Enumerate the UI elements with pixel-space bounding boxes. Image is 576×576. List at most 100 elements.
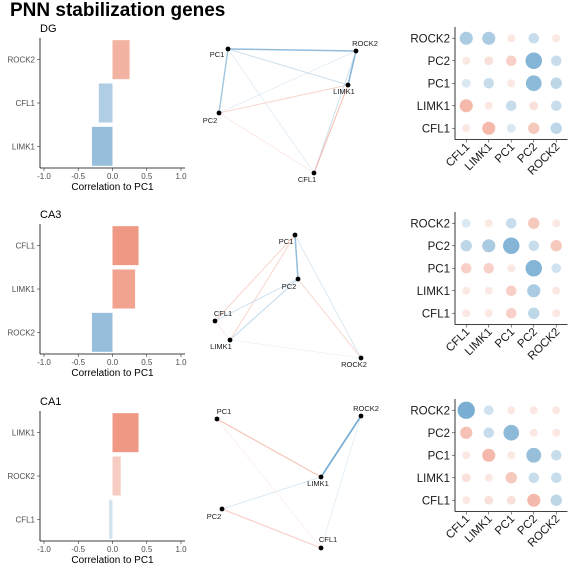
mat-ca1-cell-pc1-rock2: [550, 449, 562, 461]
mat-ca1-cell-pc2-limk1: [483, 427, 495, 439]
mat-ca1-cell-cfl1-rock2: [550, 494, 562, 506]
bar-dg-xticklabel-4: 1.0: [175, 172, 187, 181]
mat-dg-row-label-limk1: LIMK1: [417, 101, 450, 113]
net-ca3-edge-pc1-cfl1: [214, 234, 296, 322]
net-dg-edge-limk1-cfl1: [313, 84, 349, 174]
mat-ca1-cell-cfl1-pc1: [506, 495, 516, 505]
mat-ca3-cell-pc2-cfl1: [460, 240, 472, 252]
bar-dg-ylabel-limk1: LIMK1: [12, 142, 36, 151]
bar-dg-x-title: Correlation to PC1: [71, 182, 154, 193]
panel-ca3: CA3 ROCK2 LIMK1 CFL1 -1.0 -0.5 0.0 0.5 1.0 Corre…: [7, 209, 568, 379]
net-dg-edge-pc2-limk1: [218, 84, 349, 114]
net-dg-edge-pc2-cfl1: [218, 112, 315, 174]
bar-ca1-x-title: Correlation to PC1: [71, 555, 154, 566]
mat-dg-cell-limk1-limk1: [484, 101, 493, 110]
bar-chart-ca3: ROCK2 LIMK1 CFL1 -1.0 -0.5 0.0 0.5 1.0 Correlati…: [7, 224, 187, 379]
net-dg-edge-rock2-limk1: [347, 50, 357, 86]
bar-ca3-x-title: Correlation to PC1: [71, 368, 154, 379]
bar-ca3-ylabel-limk1: LIMK1: [12, 285, 36, 294]
mat-ca1-row-label-pc2: PC2: [428, 428, 450, 440]
net-dg-edge-pc1-pc2: [218, 48, 229, 114]
mat-dg-cell-pc1-limk1: [483, 77, 495, 89]
bar-dg-ylabel-cfl1: CFL1: [15, 99, 35, 108]
mat-dg-cell-pc1-rock2: [550, 77, 562, 89]
mat-ca1-cell-rock2-cfl1: [457, 401, 475, 419]
panel-label-ca3: CA3: [40, 209, 61, 221]
mat-dg-row-label-rock2: ROCK2: [410, 33, 450, 45]
mat-dg-cell-cfl1-limk1: [482, 121, 496, 135]
net-ca3-node-label-limk1: LIMK1: [210, 342, 232, 351]
net-dg-edge-rock2-cfl1: [313, 50, 357, 174]
net-dg-node-label-pc2: PC2: [203, 116, 218, 125]
mat-ca1-cell-rock2-limk1: [483, 405, 494, 416]
mat-ca3-col-label-pc1: PC1: [493, 326, 517, 350]
mat-ca1-row-label-cfl1: CFL1: [422, 495, 450, 507]
bar-ca3-xticklabel-0: -1.0: [37, 358, 51, 367]
mat-dg-cell-rock2-cfl1: [459, 31, 473, 45]
bar-ca1-ylabel-limk1: LIMK1: [12, 429, 36, 438]
mat-ca1-cell-cfl1-cfl1: [462, 496, 471, 505]
mat-dg-cell-pc1-pc1: [507, 79, 516, 88]
mat-ca3-cell-cfl1-pc1: [505, 307, 517, 319]
mat-ca3-cell-cfl1-rock2: [552, 309, 561, 318]
net-ca3-edge-pc2-limk1: [229, 278, 299, 341]
bar-ca1-xticklabel-3: 0.5: [141, 545, 153, 554]
bar-ca3-xticklabel-2: 0.0: [107, 358, 119, 367]
net-ca3-node-rock2: [358, 355, 364, 361]
net-ca3-edge-pc2-cfl1: [214, 278, 299, 322]
bar-dg-xticklabel-3: 0.5: [141, 172, 153, 181]
net-ca3-node-pc2: [295, 276, 301, 282]
mat-dg-cell-pc1-pc2: [525, 75, 542, 92]
bar-dg-bar-limk1: [91, 126, 113, 166]
bar-ca1-ylabel-rock2: ROCK2: [7, 472, 35, 481]
net-ca3-node-limk1: [227, 337, 233, 343]
net-ca3-node-cfl1: [212, 318, 218, 324]
mat-ca1-cell-pc2-cfl1: [460, 426, 473, 439]
mat-ca3-cell-limk1-cfl1: [462, 286, 471, 295]
net-ca1-edge-rock2-cfl1: [320, 415, 362, 549]
mat-ca3-cell-pc2-limk1: [482, 239, 496, 253]
bar-dg-xticklabel-0: -1.0: [37, 172, 51, 181]
mat-dg-cell-pc2-pc1: [505, 55, 517, 67]
mat-ca1-cell-pc2-pc2: [529, 428, 538, 437]
mat-ca3-cell-rock2-rock2: [552, 219, 561, 228]
net-ca1-node-label-limk1: LIMK1: [307, 479, 329, 488]
mat-ca1-cell-cfl1-limk1: [484, 495, 494, 505]
bar-ca1-xticklabel-0: -1.0: [37, 545, 51, 554]
net-ca1-edge-rock2-limk1: [320, 415, 362, 478]
net-ca1-edge-pc2-cfl1: [221, 508, 322, 549]
bar-ca3-ylabel-cfl1: CFL1: [15, 242, 35, 251]
net-dg-node-cfl1: [311, 170, 317, 176]
net-ca1-node-label-rock2: ROCK2: [353, 404, 379, 413]
network-dg: PC1 ROCK2 LIMK1 CFL1 PC2: [203, 39, 378, 184]
net-dg-node-pc1: [225, 46, 231, 52]
net-dg-node-pc2: [216, 110, 222, 116]
net-ca3-edge-limk1-cfl1: [214, 320, 231, 341]
network-ca1: PC1 ROCK2 LIMK1 PC2 CFL1: [207, 404, 379, 551]
net-ca1-node-label-pc1: PC1: [217, 407, 232, 416]
net-dg-node-rock2: [353, 48, 359, 54]
mat-ca1-cell-limk1-rock2: [550, 472, 562, 484]
mat-dg-row-label-cfl1: CFL1: [422, 123, 450, 135]
net-ca1-node-rock2: [358, 413, 364, 419]
net-ca3-edge-limk1-rock2: [229, 339, 362, 359]
bar-ca3-bar-cfl1: [112, 226, 139, 266]
mat-ca3-cell-cfl1-cfl1: [462, 309, 471, 318]
bar-ca1-xticklabel-2: 0.0: [107, 545, 119, 554]
mat-ca1-cell-rock2-rock2: [552, 406, 561, 415]
mat-dg-cell-limk1-pc2: [529, 101, 539, 111]
mat-ca3-cell-cfl1-pc2: [528, 307, 540, 319]
mat-dg-cell-cfl1-pc1: [506, 123, 516, 133]
net-ca1-edge-pc1-limk1: [216, 418, 322, 478]
mat-ca3-cell-pc1-rock2: [551, 263, 562, 274]
mat-ca3-cell-limk1-limk1: [484, 286, 493, 295]
mat-ca1-cell-limk1-limk1: [484, 473, 493, 482]
mat-ca1-cell-pc2-rock2: [552, 428, 561, 437]
mat-ca3-cell-limk1-pc2: [527, 284, 541, 298]
bar-ca3-bar-rock2: [91, 312, 113, 352]
mat-ca3-cell-pc1-limk1: [483, 262, 495, 274]
mat-ca3-cell-pc1-pc1: [507, 264, 516, 273]
